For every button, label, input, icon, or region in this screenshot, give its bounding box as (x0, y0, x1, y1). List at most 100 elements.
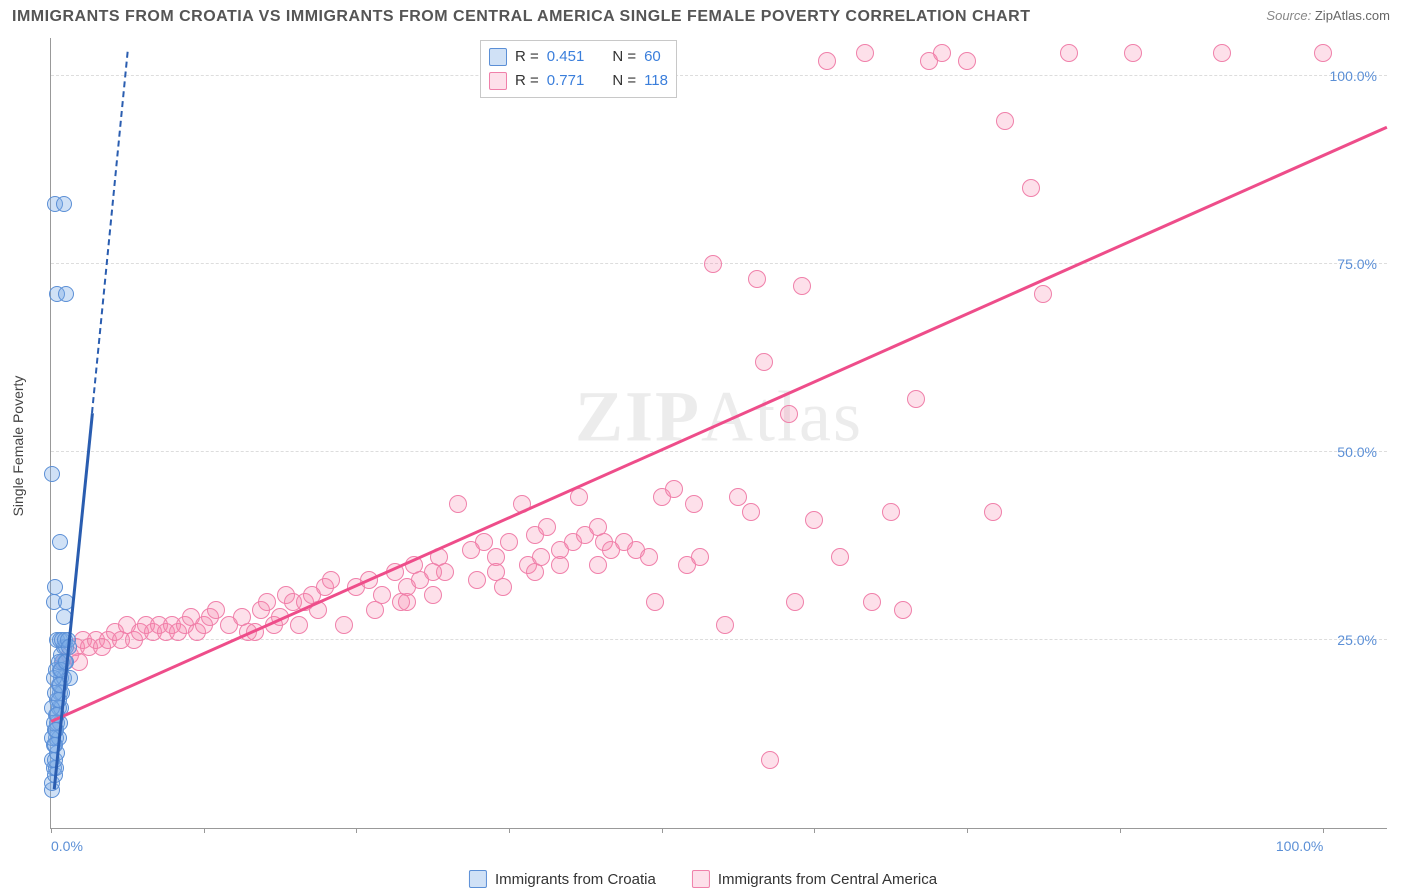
regression-line-croatia-extrapolated (91, 52, 129, 413)
point-central-america (570, 488, 588, 506)
point-central-america (685, 495, 703, 513)
point-central-america (742, 503, 760, 521)
point-central-america (500, 533, 518, 551)
point-central-america (863, 593, 881, 611)
x-tick (1323, 828, 1324, 833)
point-central-america (258, 593, 276, 611)
point-central-america (856, 44, 874, 62)
r-label: R = (515, 69, 539, 93)
point-central-america (487, 563, 505, 581)
point-central-america (831, 548, 849, 566)
point-central-america (424, 563, 442, 581)
point-central-america (335, 616, 353, 634)
stats-legend: R = 0.451 N = 60 R = 0.771 N = 118 (480, 40, 677, 98)
x-tick (356, 828, 357, 833)
x-tick (51, 828, 52, 833)
x-tick-label: 0.0% (51, 838, 83, 854)
r-value-croatia: 0.451 (547, 45, 585, 69)
point-central-america (793, 277, 811, 295)
point-central-america (786, 593, 804, 611)
point-central-america (475, 533, 493, 551)
point-central-america (984, 503, 1002, 521)
stats-row-croatia: R = 0.451 N = 60 (489, 45, 668, 69)
source-label: Source: (1266, 8, 1311, 23)
y-tick-label: 75.0% (1337, 256, 1377, 272)
point-central-america (691, 548, 709, 566)
gridline (51, 75, 1387, 76)
point-croatia (52, 534, 68, 550)
point-central-america (468, 571, 486, 589)
point-central-america (207, 601, 225, 619)
watermark-zip: ZIP (575, 377, 701, 457)
point-central-america (526, 563, 544, 581)
y-tick-label: 100.0% (1330, 68, 1377, 84)
x-tick (509, 828, 510, 833)
point-central-america (646, 593, 664, 611)
y-tick-label: 50.0% (1337, 444, 1377, 460)
point-central-america (1124, 44, 1142, 62)
x-tick (967, 828, 968, 833)
point-central-america (729, 488, 747, 506)
stats-row-central-america: R = 0.771 N = 118 (489, 69, 668, 93)
point-central-america (290, 616, 308, 634)
y-axis-title: Single Female Poverty (10, 376, 26, 517)
gridline (51, 451, 1387, 452)
swatch-croatia (469, 870, 487, 888)
x-tick-label: 100.0% (1276, 838, 1323, 854)
point-central-america (748, 270, 766, 288)
source-value: ZipAtlas.com (1315, 8, 1390, 23)
point-central-america (755, 353, 773, 371)
point-central-america (894, 601, 912, 619)
r-label: R = (515, 45, 539, 69)
point-croatia (58, 286, 74, 302)
point-central-america (449, 495, 467, 513)
point-central-america (1022, 179, 1040, 197)
source-attribution: Source: ZipAtlas.com (1266, 8, 1390, 23)
point-croatia (56, 196, 72, 212)
x-tick (1120, 828, 1121, 833)
point-central-america (996, 112, 1014, 130)
point-central-america (818, 52, 836, 70)
point-central-america (373, 586, 391, 604)
point-central-america (398, 593, 416, 611)
point-central-america (551, 556, 569, 574)
point-central-america (805, 511, 823, 529)
n-value-central-america: 118 (644, 69, 668, 93)
point-central-america (958, 52, 976, 70)
n-label: N = (612, 45, 636, 69)
point-central-america (640, 548, 658, 566)
n-value-croatia: 60 (644, 45, 661, 69)
point-central-america (780, 405, 798, 423)
point-central-america (882, 503, 900, 521)
point-central-america (665, 480, 683, 498)
point-central-america (761, 751, 779, 769)
chart-container: IMMIGRANTS FROM CROATIA VS IMMIGRANTS FR… (0, 0, 1406, 892)
point-central-america (1034, 285, 1052, 303)
point-central-america (716, 616, 734, 634)
point-croatia (47, 737, 63, 753)
point-central-america (322, 571, 340, 589)
plot-area: ZIPAtlas 25.0%50.0%75.0%100.0%0.0%100.0% (50, 38, 1387, 829)
point-central-america (1314, 44, 1332, 62)
point-central-america (1060, 44, 1078, 62)
legend-item-croatia: Immigrants from Croatia (469, 870, 656, 888)
chart-title: IMMIGRANTS FROM CROATIA VS IMMIGRANTS FR… (12, 8, 1030, 26)
point-croatia (44, 466, 60, 482)
bottom-legend: Immigrants from Croatia Immigrants from … (469, 870, 937, 888)
r-value-central-america: 0.771 (547, 69, 585, 93)
point-central-america (933, 44, 951, 62)
swatch-central-america (692, 870, 710, 888)
legend-label-central-america: Immigrants from Central America (718, 871, 937, 888)
watermark: ZIPAtlas (575, 376, 863, 459)
x-tick (814, 828, 815, 833)
point-croatia (47, 579, 63, 595)
point-central-america (424, 586, 442, 604)
point-central-america (1213, 44, 1231, 62)
swatch-croatia (489, 48, 507, 66)
legend-item-central-america: Immigrants from Central America (692, 870, 937, 888)
x-tick (662, 828, 663, 833)
point-central-america (704, 255, 722, 273)
point-central-america (589, 556, 607, 574)
x-tick (204, 828, 205, 833)
legend-label-croatia: Immigrants from Croatia (495, 871, 656, 888)
